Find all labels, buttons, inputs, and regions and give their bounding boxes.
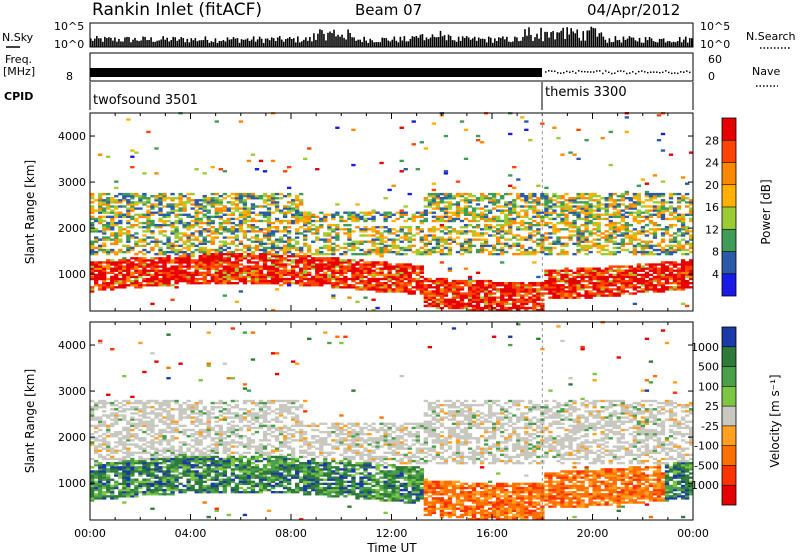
freq-tick: 8 xyxy=(66,70,73,83)
power-colorbar: 28 24 20 16 12 8 4 xyxy=(705,117,737,297)
freq-bar xyxy=(90,68,542,77)
power-panel: 1000 2000 3000 4000 Slant Range [km] 28 24 20… xyxy=(23,112,773,312)
power-ylabel: Slant Range [km] xyxy=(23,160,37,264)
cpid-segment-1: twofsound 3501 xyxy=(93,93,198,108)
svg-text:28: 28 xyxy=(705,134,719,147)
svg-text:8: 8 xyxy=(712,246,719,259)
nsky-tick-top-right: 10^5 xyxy=(700,20,730,33)
nsky-tick-bottom: 10^0 xyxy=(54,38,84,51)
svg-text:24: 24 xyxy=(705,157,719,170)
cpid-strip: CPID twofsound 3501 themis 3300 xyxy=(4,82,694,110)
nave-label: Nave xyxy=(752,65,780,78)
cpid-label: CPID xyxy=(4,90,33,103)
velocity-colorbar-label: Velocity [m s⁻¹] xyxy=(768,374,782,467)
svg-text:1000: 1000 xyxy=(58,268,86,281)
power-cells xyxy=(90,112,694,312)
svg-text:12: 12 xyxy=(705,223,719,236)
freq-label: Freq. xyxy=(5,53,32,66)
x-axis-title: Time UT xyxy=(366,541,417,554)
svg-text:4000: 4000 xyxy=(58,130,86,143)
power-axis: 1000 2000 3000 4000 xyxy=(58,113,694,311)
nave-dots xyxy=(545,70,691,75)
svg-text:16: 16 xyxy=(705,201,719,214)
nsky-tick-bottom-right: 10^0 xyxy=(700,38,730,51)
velocity-ylabel: Slant Range [km] xyxy=(23,369,37,473)
velocity-cells xyxy=(90,321,694,521)
cpid-segment-2: themis 3300 xyxy=(545,85,627,100)
svg-text:20: 20 xyxy=(705,179,719,192)
nsearch-label: N.Search xyxy=(746,30,796,43)
date-label: 04/Apr/2012 xyxy=(587,1,680,19)
nsky-label: N.Sky xyxy=(2,31,34,44)
nsky-tick-top: 10^5 xyxy=(54,20,84,33)
svg-text:4: 4 xyxy=(712,268,719,281)
beam-label: Beam 07 xyxy=(355,1,422,19)
power-colorbar-label: Power [dB] xyxy=(759,179,773,244)
freq-strip: Freq. [MHz] 8 60 0 Nave xyxy=(3,52,780,87)
nave-tick-bottom: 0 xyxy=(708,70,715,83)
station-title: Rankin Inlet (fitACF) xyxy=(92,0,262,20)
svg-text:3000: 3000 xyxy=(58,176,86,189)
noise-strip: N.Sky 10^5 10^0 10^5 10^0 N.Search xyxy=(2,20,796,51)
freq-unit: [MHz] xyxy=(3,65,35,78)
noise-bars xyxy=(90,26,693,47)
svg-text:2000: 2000 xyxy=(58,222,86,235)
nave-tick-top: 60 xyxy=(708,53,722,66)
